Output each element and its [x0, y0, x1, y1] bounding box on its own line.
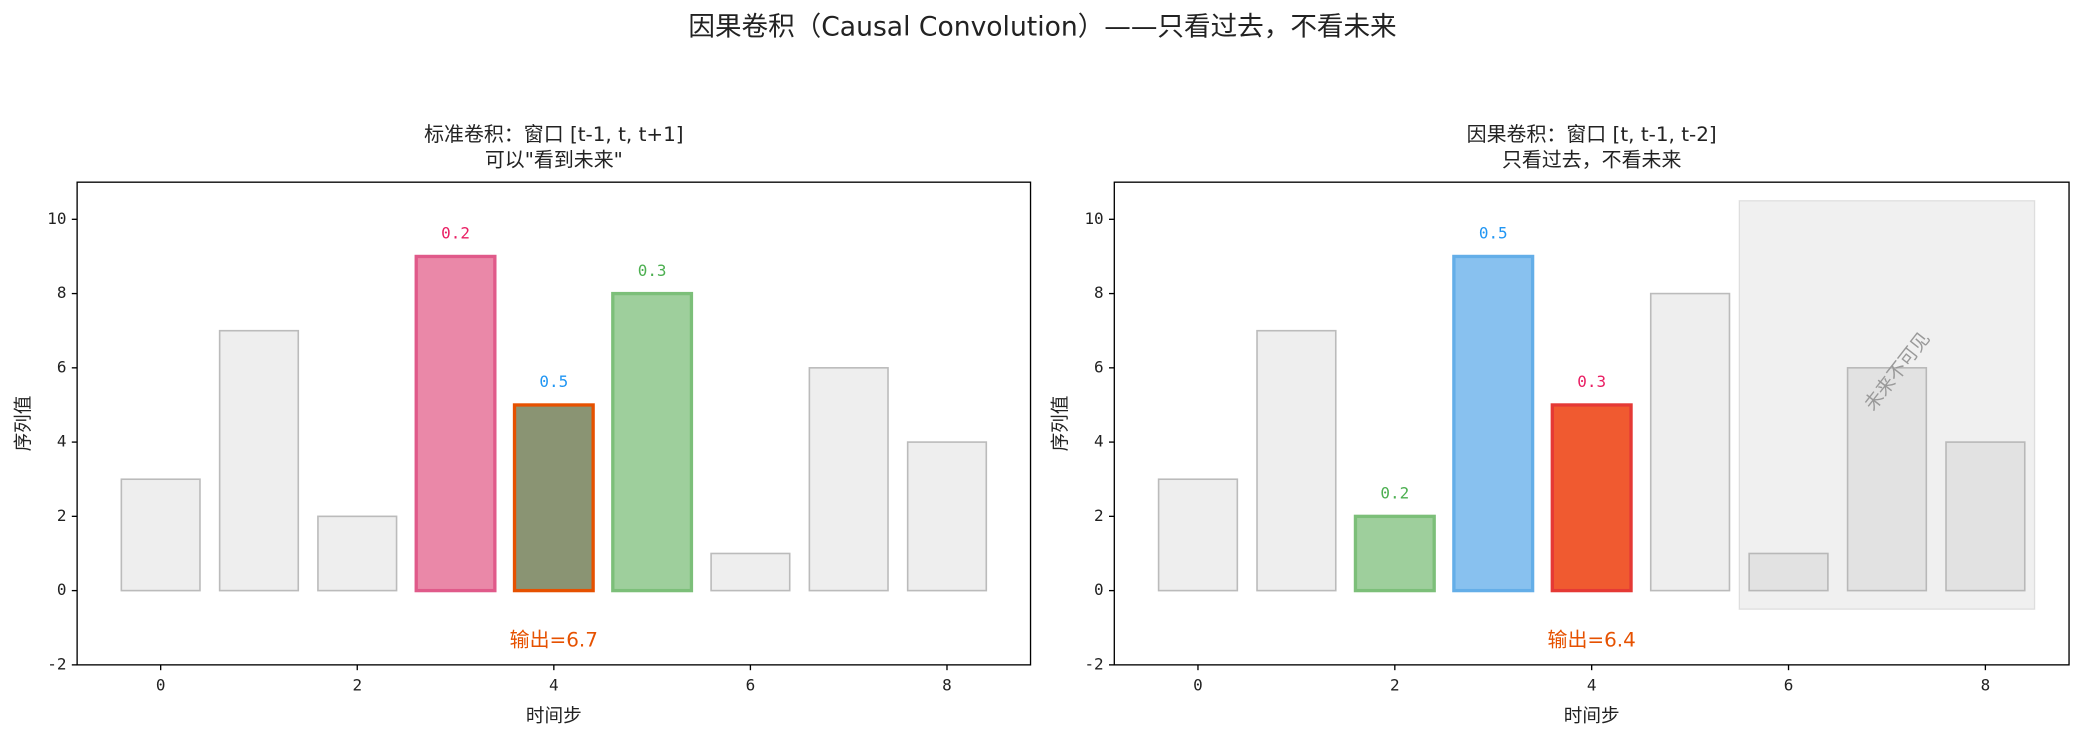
x-tick-label: 8: [1981, 676, 1991, 695]
weight-label: 0.2: [1380, 484, 1409, 503]
bar: [512, 403, 595, 593]
figure-title: 因果卷积（Causal Convolution）——只看过去，不看未来: [688, 11, 1396, 42]
y-tick-label: 2: [57, 506, 67, 525]
x-tick-label: 0: [1193, 676, 1203, 695]
bar: [317, 515, 398, 592]
weight-label: 0.3: [638, 261, 667, 280]
x-tick-label: 2: [352, 676, 362, 695]
x-axis-label: 时间步: [1564, 706, 1620, 727]
bar: [120, 478, 201, 592]
bar: [1452, 254, 1535, 593]
y-tick-label: 0: [57, 580, 67, 599]
bar: [1945, 441, 2026, 592]
bar: [218, 329, 300, 592]
bar: [710, 552, 791, 592]
bar: [1353, 514, 1436, 593]
plot-frame: [76, 181, 1032, 666]
y-tick-label: 0: [1094, 580, 1104, 599]
chart-title: 只看过去，不看未来: [1502, 147, 1682, 171]
bar: [1157, 478, 1239, 592]
bar: [611, 291, 694, 593]
x-axis-label: 时间步: [526, 706, 582, 727]
y-tick-label: 6: [1094, 357, 1104, 376]
x-tick-label: 8: [942, 676, 952, 695]
y-axis-label: 序列值: [13, 396, 34, 452]
chart-title: 可以"看到未来": [485, 147, 623, 171]
weight-label: 0.5: [539, 372, 568, 391]
x-tick-label: 6: [1784, 676, 1794, 695]
output-label: 输出=6.4: [1548, 627, 1636, 651]
plot-frame: [1113, 181, 2070, 666]
chart-title: 标准卷积：窗口 [t-1, t, t+1]: [424, 122, 684, 146]
y-tick-label: 4: [57, 432, 67, 451]
chart-title: 因果卷积：窗口 [t, t-1, t-2]: [1467, 122, 1717, 146]
bar: [808, 367, 889, 592]
weight-label: 0.2: [441, 224, 470, 243]
y-tick-label: 2: [1094, 506, 1104, 525]
weight-label: 0.5: [1479, 224, 1508, 243]
y-axis-label: 序列值: [1051, 396, 1072, 452]
bar: [414, 254, 497, 593]
y-tick-label: 4: [1094, 432, 1104, 451]
bar: [1256, 329, 1337, 592]
weight-label: 0.3: [1577, 372, 1606, 391]
x-tick-label: 2: [1390, 676, 1400, 695]
x-tick-label: 6: [746, 676, 756, 695]
y-tick-label: 8: [57, 283, 67, 302]
y-tick-label: -2: [1084, 654, 1103, 673]
y-tick-label: 6: [57, 357, 67, 376]
bar: [1748, 552, 1829, 592]
y-tick-label: 8: [1094, 283, 1104, 302]
bar: [906, 441, 988, 592]
x-tick-label: 4: [1587, 676, 1597, 695]
x-tick-label: 4: [549, 676, 559, 695]
bar: [1649, 292, 1731, 592]
y-tick-label: 10: [1084, 209, 1103, 228]
bar: [1550, 403, 1633, 593]
x-tick-label: 0: [156, 676, 166, 695]
y-tick-label: 10: [47, 209, 66, 228]
output-label: 输出=6.7: [510, 627, 598, 651]
bar: [1846, 367, 1928, 592]
future-shade: [1738, 200, 2036, 610]
y-tick-label: -2: [47, 654, 66, 673]
